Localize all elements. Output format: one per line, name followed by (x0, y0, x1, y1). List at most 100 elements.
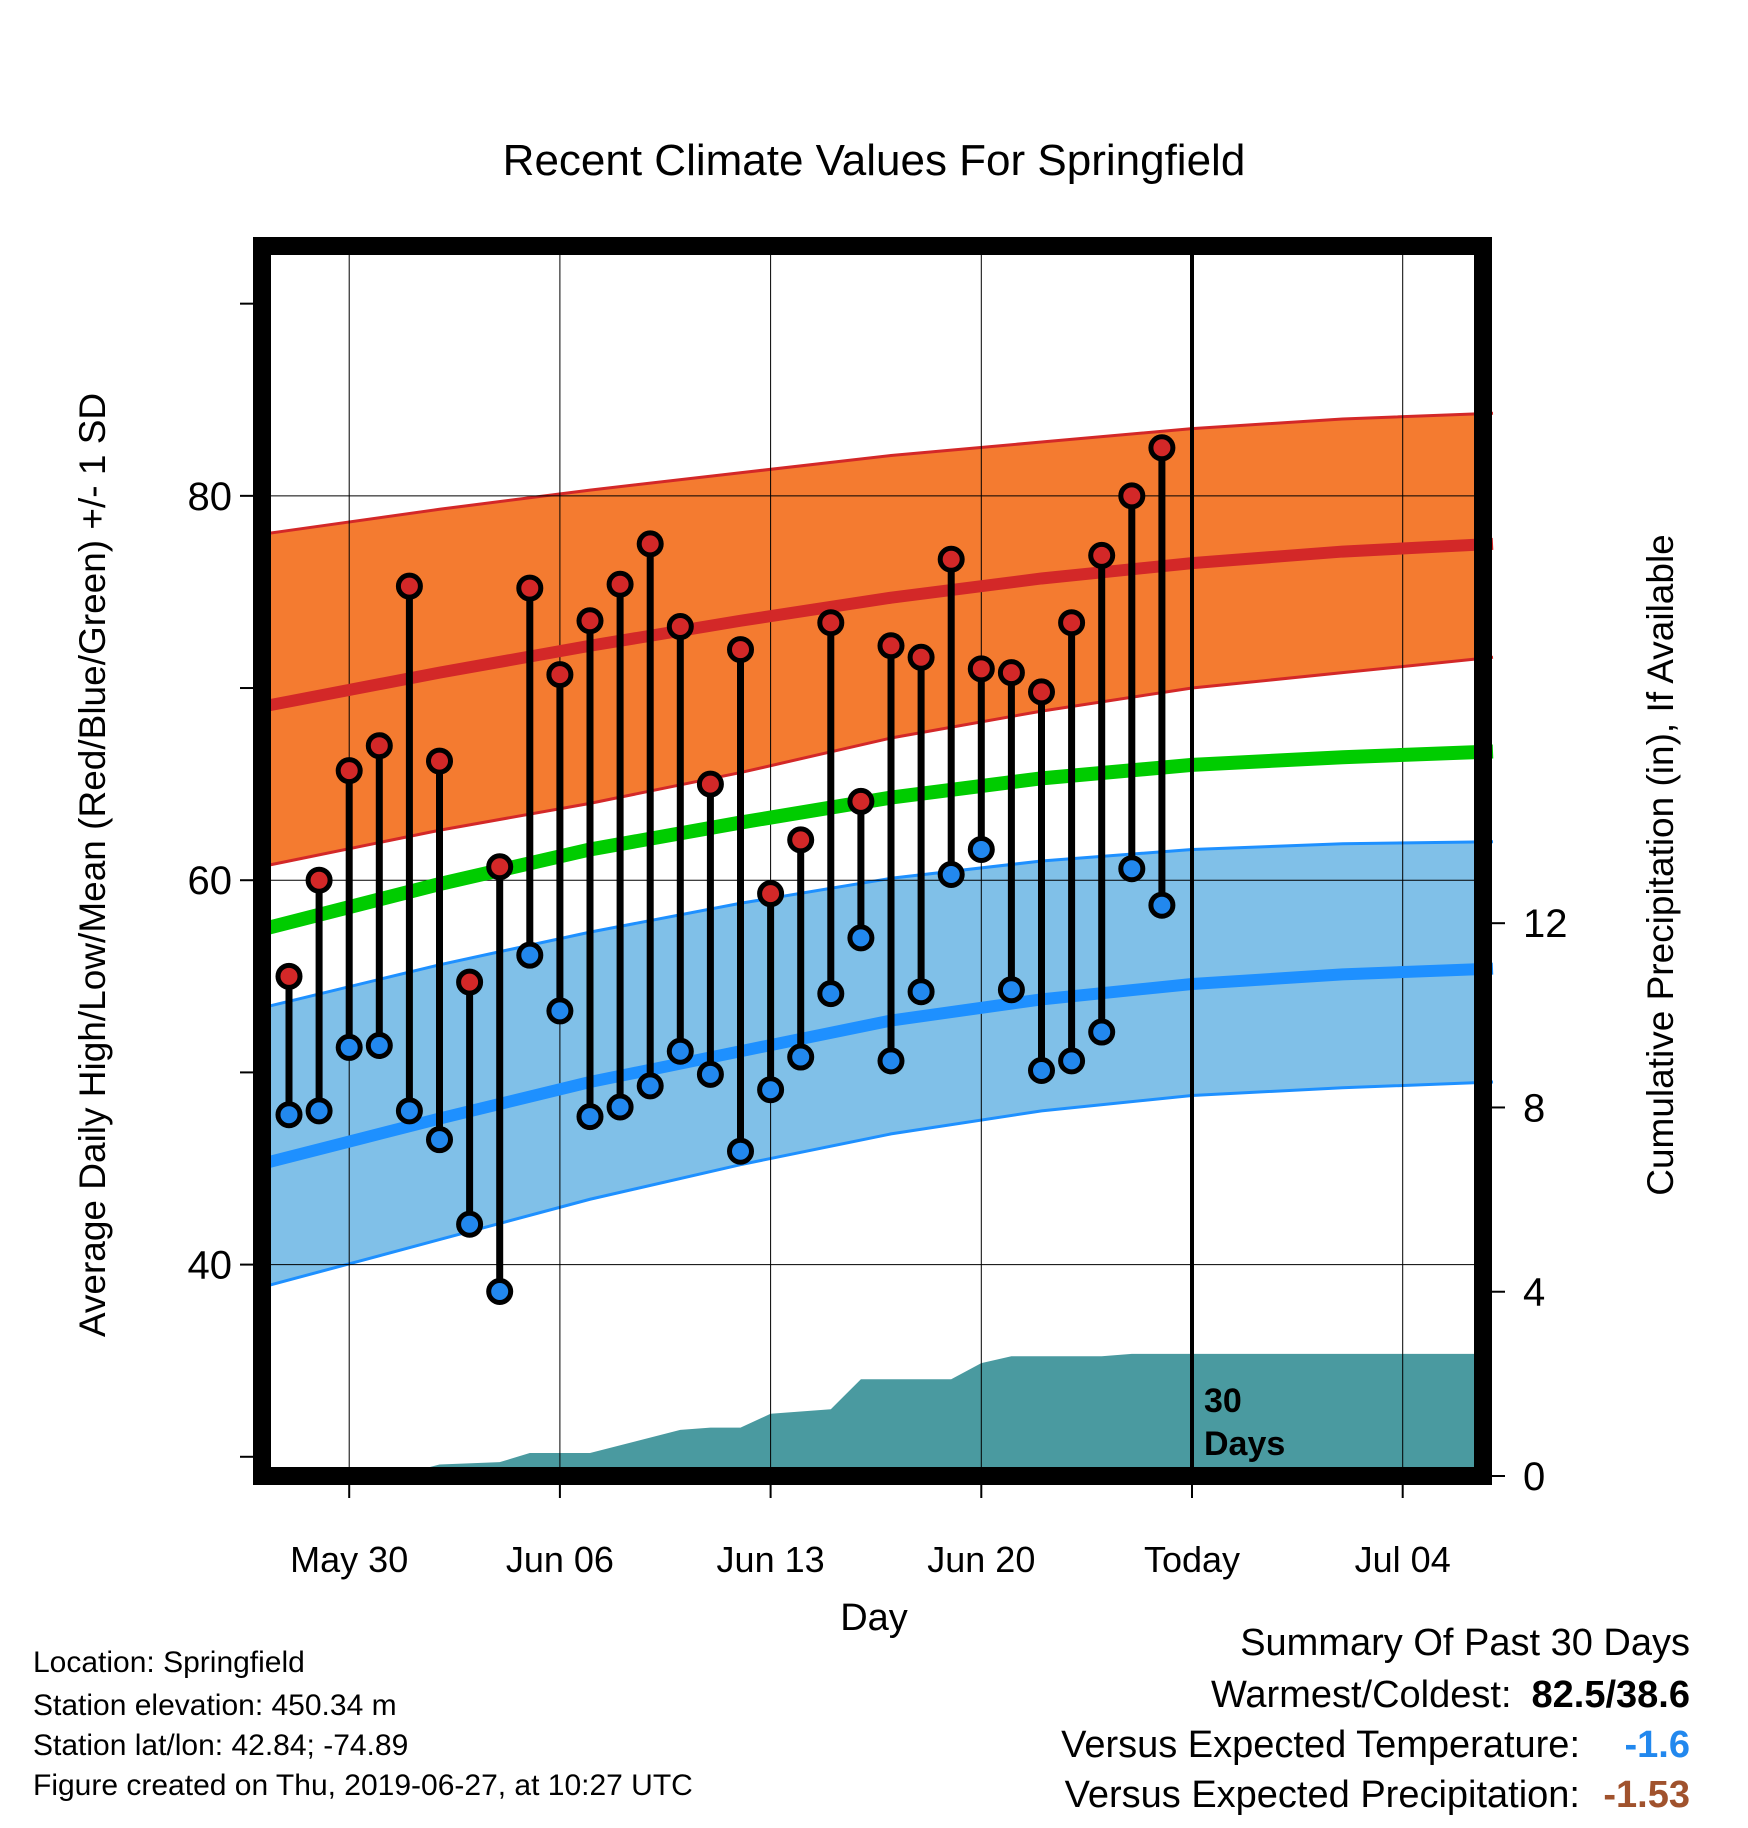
y-right-tick-label: 8 (1523, 1086, 1545, 1130)
low-point (365, 1032, 393, 1059)
high-point (456, 968, 484, 996)
precip-area (289, 1353, 1483, 1476)
low-point (395, 1097, 423, 1125)
y-left-tick-label: 80 (188, 475, 233, 519)
high-point (1028, 678, 1055, 706)
y-right-tick-label: 4 (1523, 1271, 1545, 1315)
high-point (305, 866, 333, 894)
summary-warm-cold-label: Warmest/Coldest: (1210, 1674, 1512, 1716)
summary-precip-label: Versus Expected Precipitation: (1064, 1774, 1580, 1816)
today-annotation-days: Days (1204, 1425, 1285, 1463)
y-axis-left-label: Average Daily High/Low/Mean (Red/Blue/Gr… (72, 393, 113, 1337)
x-axis-label: Day (840, 1597, 908, 1639)
plot-frame (253, 237, 1492, 1485)
high-point (877, 632, 905, 660)
x-tick-label: Jul 04 (1355, 1539, 1451, 1580)
high-point (1148, 434, 1176, 462)
low-point (636, 1072, 664, 1100)
low-point (1148, 891, 1176, 919)
summary-temp-label: Versus Expected Temperature: (1061, 1724, 1580, 1766)
low-point (967, 835, 995, 863)
high-point (666, 613, 694, 641)
summary-temp-value: -1.6 (1624, 1724, 1690, 1766)
low-point (456, 1210, 484, 1238)
low-point (877, 1047, 905, 1075)
high-point (546, 661, 574, 689)
low-point (335, 1033, 363, 1061)
info-elevation: Station elevation: 450.34 m (33, 1689, 397, 1722)
summary-temp: Versus Expected Temperature: -1.6 (1061, 1726, 1690, 1764)
high-point (696, 770, 724, 798)
y-left-tick-label: 60 (188, 859, 233, 903)
high-point (997, 659, 1025, 687)
summary-precip-value: -1.53 (1603, 1774, 1690, 1816)
high-point (335, 757, 363, 785)
high-upper-line (261, 411, 1494, 536)
low-point (666, 1037, 694, 1065)
high-point (1118, 482, 1146, 510)
low-point (516, 941, 544, 969)
y-right-tick-label: 12 (1523, 902, 1568, 946)
low-point (997, 976, 1025, 1004)
low-lower-line (261, 1080, 1494, 1289)
high-point (937, 545, 965, 573)
summary-title: Summary Of Past 30 Days (1240, 1622, 1690, 1664)
low-point (787, 1043, 815, 1071)
high-point (576, 607, 604, 635)
info-location: Location: Springfield (33, 1646, 305, 1679)
today-annotation-count: 30 (1204, 1382, 1242, 1420)
high-point (787, 826, 815, 854)
low-point (1058, 1047, 1086, 1075)
info-created: Figure created on Thu, 2019-06-27, at 10… (33, 1769, 693, 1802)
y-right-tick-label: 0 (1523, 1455, 1545, 1499)
summary-warm-cold-value: 82.5/38.6 (1531, 1674, 1690, 1716)
low-point (275, 1101, 303, 1129)
low-point (847, 924, 875, 952)
high-normal-line (260, 537, 1494, 713)
high-point (636, 530, 664, 558)
info-latlon: Station lat/lon: 42.84; -74.89 (33, 1729, 409, 1762)
y-axis-right-label: Cumulative Precipitation (in), If Availa… (1640, 534, 1681, 1196)
low-point (486, 1278, 514, 1305)
summary-warm-cold: Warmest/Coldest: 82.5/38.6 (1211, 1676, 1690, 1714)
low-point (696, 1060, 724, 1088)
high-band (262, 413, 1493, 867)
high-point (1088, 541, 1116, 569)
low-band (262, 841, 1493, 1288)
low-point (817, 980, 845, 1008)
low-point (727, 1137, 754, 1165)
chart-title: Recent Climate Values For Springfield (503, 136, 1246, 185)
low-point (576, 1103, 604, 1131)
low-point (305, 1097, 333, 1125)
high-point (727, 636, 754, 664)
low-point (757, 1076, 785, 1104)
low-point (907, 978, 935, 1006)
low-point (937, 860, 965, 888)
low-point (426, 1126, 453, 1154)
summary-precip: Versus Expected Precipitation: -1.53 (1065, 1776, 1690, 1814)
high-point (907, 643, 935, 671)
y-left-tick-label: 40 (188, 1244, 233, 1288)
high-point (275, 962, 303, 990)
high-point (967, 655, 995, 683)
high-point (847, 787, 875, 815)
high-point (516, 574, 544, 602)
low-point (1028, 1056, 1055, 1084)
high-point (365, 732, 393, 760)
high-point (395, 572, 423, 600)
high-point (426, 747, 453, 775)
x-tick-label: Today (1144, 1539, 1240, 1580)
x-tick-label: Jun 13 (717, 1539, 825, 1580)
low-point (1088, 1018, 1116, 1046)
high-point (817, 609, 845, 637)
x-tick-label: Jun 06 (506, 1539, 614, 1580)
high-point (1058, 609, 1086, 637)
high-point (606, 570, 634, 598)
low-point (606, 1093, 634, 1121)
high-point (757, 880, 785, 908)
low-point (546, 997, 574, 1025)
x-tick-label: May 30 (290, 1539, 408, 1580)
high-point (486, 853, 514, 881)
plot-area: 30 Days 40 60 80 0 4 8 12 May 30 Jun 06 Jun 13 Jun 2… (188, 237, 1568, 1580)
